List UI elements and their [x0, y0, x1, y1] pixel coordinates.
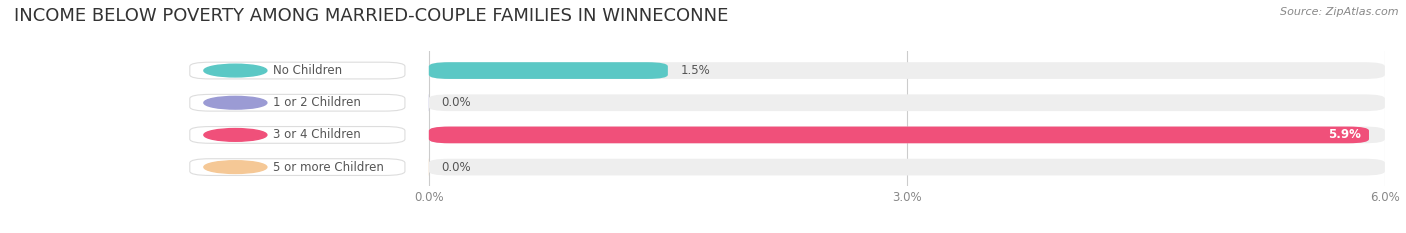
Text: 5.9%: 5.9%: [1329, 128, 1361, 141]
Text: Source: ZipAtlas.com: Source: ZipAtlas.com: [1281, 7, 1399, 17]
Text: INCOME BELOW POVERTY AMONG MARRIED-COUPLE FAMILIES IN WINNECONNE: INCOME BELOW POVERTY AMONG MARRIED-COUPL…: [14, 7, 728, 25]
Text: 5 or more Children: 5 or more Children: [273, 161, 384, 174]
Text: 1.5%: 1.5%: [681, 64, 710, 77]
Circle shape: [204, 96, 267, 109]
FancyBboxPatch shape: [190, 94, 405, 111]
Text: 0.0%: 0.0%: [441, 161, 471, 174]
FancyBboxPatch shape: [429, 62, 1385, 79]
Circle shape: [204, 64, 267, 77]
FancyBboxPatch shape: [190, 159, 405, 175]
Text: No Children: No Children: [273, 64, 342, 77]
FancyBboxPatch shape: [190, 62, 405, 79]
FancyBboxPatch shape: [429, 62, 668, 79]
Text: 3 or 4 Children: 3 or 4 Children: [273, 128, 360, 141]
Text: 1 or 2 Children: 1 or 2 Children: [273, 96, 360, 109]
FancyBboxPatch shape: [190, 127, 405, 143]
FancyBboxPatch shape: [429, 159, 1385, 175]
Circle shape: [204, 129, 267, 141]
FancyBboxPatch shape: [429, 127, 1369, 143]
FancyBboxPatch shape: [429, 127, 1385, 143]
Text: 0.0%: 0.0%: [441, 96, 471, 109]
Circle shape: [204, 161, 267, 173]
FancyBboxPatch shape: [429, 94, 1385, 111]
